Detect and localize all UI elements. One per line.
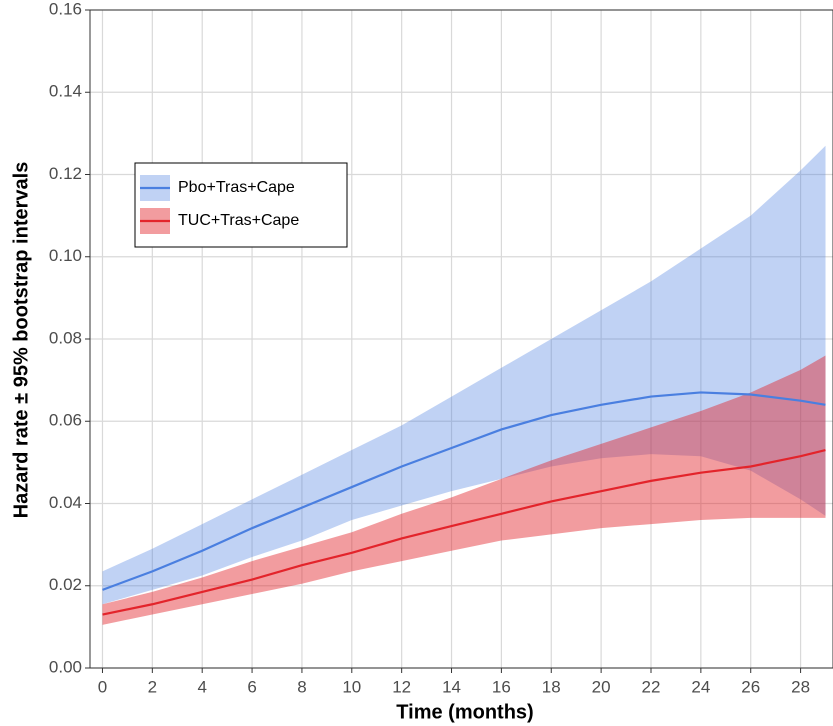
legend-box — [134, 162, 348, 248]
y-tick-label: 0.00 — [49, 657, 82, 676]
x-tick-label: 0 — [98, 677, 107, 696]
x-tick-label: 20 — [592, 677, 611, 696]
x-tick-label: 16 — [492, 677, 511, 696]
y-tick-label: 0.08 — [49, 328, 82, 347]
y-tick-label: 0.14 — [49, 82, 82, 101]
series-line — [102, 391, 826, 591]
x-tick-label: 12 — [392, 677, 411, 696]
confidence-band — [102, 355, 826, 625]
y-tick-label: 0.02 — [49, 575, 82, 594]
grid — [90, 9, 833, 669]
legend-label: Pbo+Tras+Cape — [178, 179, 295, 196]
x-tick-label: 2 — [148, 677, 157, 696]
x-tick-label: 28 — [791, 677, 810, 696]
y-tick-label: 0.06 — [49, 411, 82, 430]
x-tick-label: 22 — [642, 677, 661, 696]
series-line — [102, 448, 826, 616]
y-tick-label: 0.12 — [49, 164, 82, 183]
x-tick-label: 8 — [297, 677, 306, 696]
x-tick-label: 4 — [197, 677, 206, 696]
legend-label: TUC+Tras+Cape — [178, 212, 299, 229]
y-tick-label: 0.16 — [49, 0, 82, 18]
x-tick-label: 26 — [741, 677, 760, 696]
x-tick-label: 14 — [442, 677, 461, 696]
y-tick-label: 0.04 — [49, 493, 82, 512]
y-axis-title: Hazard rate ± 95% bootstrap intervals — [10, 162, 32, 519]
plot-data — [102, 145, 826, 625]
y-tick-label: 0.10 — [49, 246, 82, 265]
x-tick-label: 18 — [542, 677, 561, 696]
axes: 0.000.020.040.060.080.100.120.140.160 2 4 6… — [49, 0, 833, 696]
x-tick-label: 10 — [342, 677, 361, 696]
x-tick-label: 6 — [247, 677, 256, 696]
x-tick-label: 24 — [691, 677, 710, 696]
x-axis-title: Time (months) — [396, 701, 533, 723]
confidence-band — [102, 145, 826, 605]
